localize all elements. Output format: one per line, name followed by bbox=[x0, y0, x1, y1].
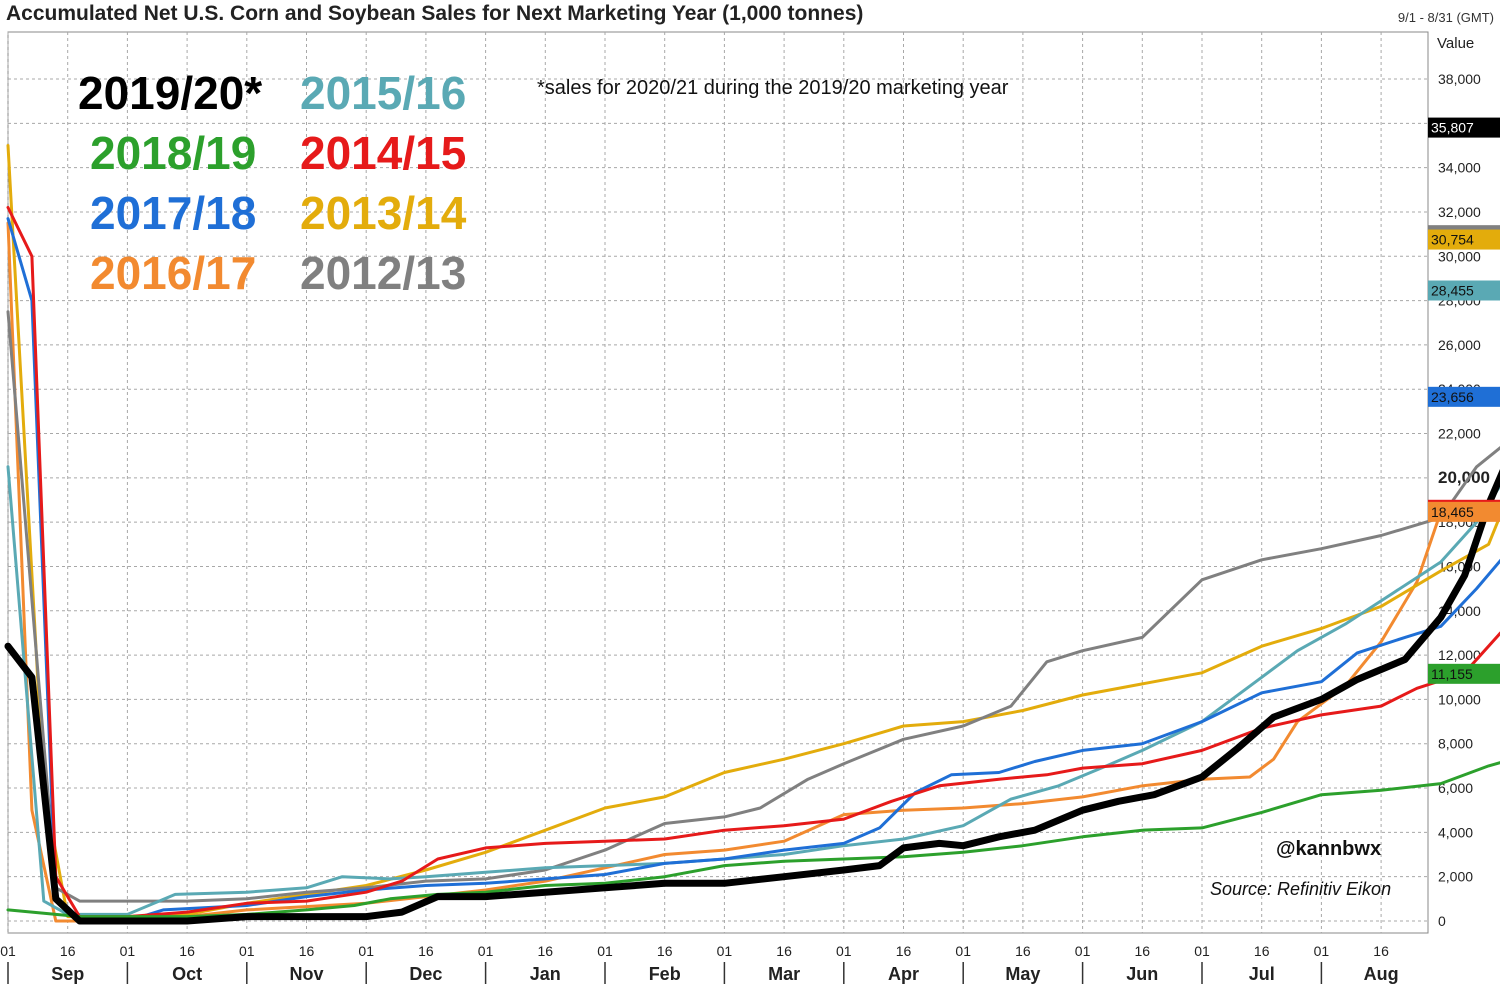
value-flag bbox=[1428, 663, 1500, 684]
x-day-tick-label: 16 bbox=[1135, 943, 1151, 959]
series-line bbox=[6, 465, 1500, 916]
y-tick-label: 30,000 bbox=[1438, 248, 1481, 264]
x-day-tick-label: 01 bbox=[717, 943, 733, 959]
y-tick-label: 0 bbox=[1438, 913, 1446, 929]
chart-title: Accumulated Net U.S. Corn and Soybean Sa… bbox=[6, 2, 864, 25]
y-tick-label: 8,000 bbox=[1438, 736, 1473, 752]
series-line bbox=[6, 310, 1500, 903]
source-credit: Source: Refinitiv Eikon bbox=[1210, 879, 1392, 899]
last-value-flags: 35,80730,95230,75428,45523,65618,55818,4… bbox=[1428, 117, 1500, 684]
value-flag-label: 11,155 bbox=[1431, 666, 1473, 682]
legend-2013-14: 2013/14 bbox=[300, 187, 467, 239]
x-day-tick-label: 16 bbox=[299, 943, 315, 959]
x-day-tick-label: 01 bbox=[1194, 943, 1210, 959]
x-day-tick-label: 01 bbox=[597, 943, 613, 959]
legend-2017-18: 2017/18 bbox=[90, 187, 257, 239]
x-day-tick-label: 16 bbox=[657, 943, 673, 959]
date-range: 9/1 - 8/31 (GMT) bbox=[1397, 10, 1494, 25]
value-flag-label: 30,754 bbox=[1431, 232, 1474, 248]
legend-2012-13: 2012/13 bbox=[300, 247, 467, 299]
y-tick-label: 4,000 bbox=[1438, 824, 1473, 840]
value-flag-label: 28,455 bbox=[1431, 282, 1474, 298]
value-flag bbox=[1428, 386, 1500, 407]
value-flag bbox=[1428, 117, 1500, 138]
y-tick-label: 22,000 bbox=[1438, 426, 1481, 442]
x-month-label: Mar bbox=[768, 964, 800, 984]
x-month-label: Nov bbox=[289, 964, 323, 984]
legend-2014-15: 2014/15 bbox=[300, 127, 467, 179]
legend-2015-16: 2015/16 bbox=[300, 67, 467, 119]
x-day-tick-label: 16 bbox=[1015, 943, 1031, 959]
y-tick-label: 6,000 bbox=[1438, 780, 1473, 796]
legend-2016-17: 2016/17 bbox=[90, 247, 257, 299]
x-day-tick-label: 01 bbox=[120, 943, 136, 959]
series-group bbox=[4, 144, 1500, 925]
x-day-tick-label: 01 bbox=[478, 943, 494, 959]
footnote: *sales for 2020/21 during the 2019/20 ma… bbox=[537, 77, 1009, 99]
author-handle: @kannbwx bbox=[1276, 838, 1382, 860]
x-day-tick-label: 01 bbox=[955, 943, 971, 959]
y-tick-label: 12,000 bbox=[1438, 647, 1481, 663]
x-day-tick-label: 01 bbox=[239, 943, 255, 959]
x-day-tick-label: 16 bbox=[418, 943, 434, 959]
value-flag-label: 18,465 bbox=[1431, 504, 1474, 520]
legend-2019-20: 2019/20* bbox=[78, 67, 263, 119]
y-tick-label: 2,000 bbox=[1438, 869, 1473, 885]
series-line bbox=[4, 468, 1500, 925]
x-day-tick-label: 16 bbox=[1373, 943, 1389, 959]
x-day-tick-label: 16 bbox=[776, 943, 792, 959]
x-month-label: Jun bbox=[1126, 964, 1158, 984]
value-flag-label: 35,807 bbox=[1431, 120, 1474, 136]
x-month-label: Aug bbox=[1364, 964, 1399, 984]
y-axis-unit: Value bbox=[1437, 35, 1475, 52]
x-day-tick-label: 01 bbox=[1075, 943, 1091, 959]
x-month-label: Jul bbox=[1249, 964, 1275, 984]
x-day-tick-label: 16 bbox=[538, 943, 554, 959]
x-month-label: Sep bbox=[51, 964, 84, 984]
x-month-label: May bbox=[1005, 964, 1040, 984]
y-tick-label: 32,000 bbox=[1438, 204, 1481, 220]
x-day-tick-label: 16 bbox=[179, 943, 195, 959]
x-day-tick-label: 01 bbox=[1314, 943, 1330, 959]
x-day-tick-label: 16 bbox=[896, 943, 912, 959]
y-tick-label: 10,000 bbox=[1438, 691, 1481, 707]
x-day-tick-label: 01 bbox=[0, 943, 16, 959]
x-day-tick-label: 01 bbox=[358, 943, 374, 959]
x-month-label: Feb bbox=[649, 964, 681, 984]
x-day-tick-label: 01 bbox=[836, 943, 852, 959]
series-line bbox=[6, 217, 1500, 923]
value-flag bbox=[1428, 229, 1500, 250]
value-flag-label: 23,656 bbox=[1431, 389, 1474, 405]
value-flag bbox=[1428, 280, 1500, 301]
x-month-label: Oct bbox=[172, 964, 202, 984]
series-line bbox=[6, 206, 1500, 919]
x-month-label: Apr bbox=[888, 964, 919, 984]
legend-2018-19: 2018/19 bbox=[90, 127, 257, 179]
y-tick-label: 38,000 bbox=[1438, 71, 1481, 87]
x-day-tick-label: 16 bbox=[1254, 943, 1270, 959]
x-month-label: Jan bbox=[530, 964, 561, 984]
x-day-tick-label: 16 bbox=[60, 943, 76, 959]
value-flag bbox=[1428, 501, 1500, 522]
y-tick-label: 20,000 bbox=[1438, 468, 1490, 487]
y-tick-label: 26,000 bbox=[1438, 337, 1481, 353]
x-month-label: Dec bbox=[409, 964, 442, 984]
y-tick-label: 34,000 bbox=[1438, 160, 1481, 176]
x-axis: 01 16 Sep 01 16 Oct 01 16 Nov 01 16 Dec 01 16 Jan 01 16 F… bbox=[0, 943, 1399, 984]
